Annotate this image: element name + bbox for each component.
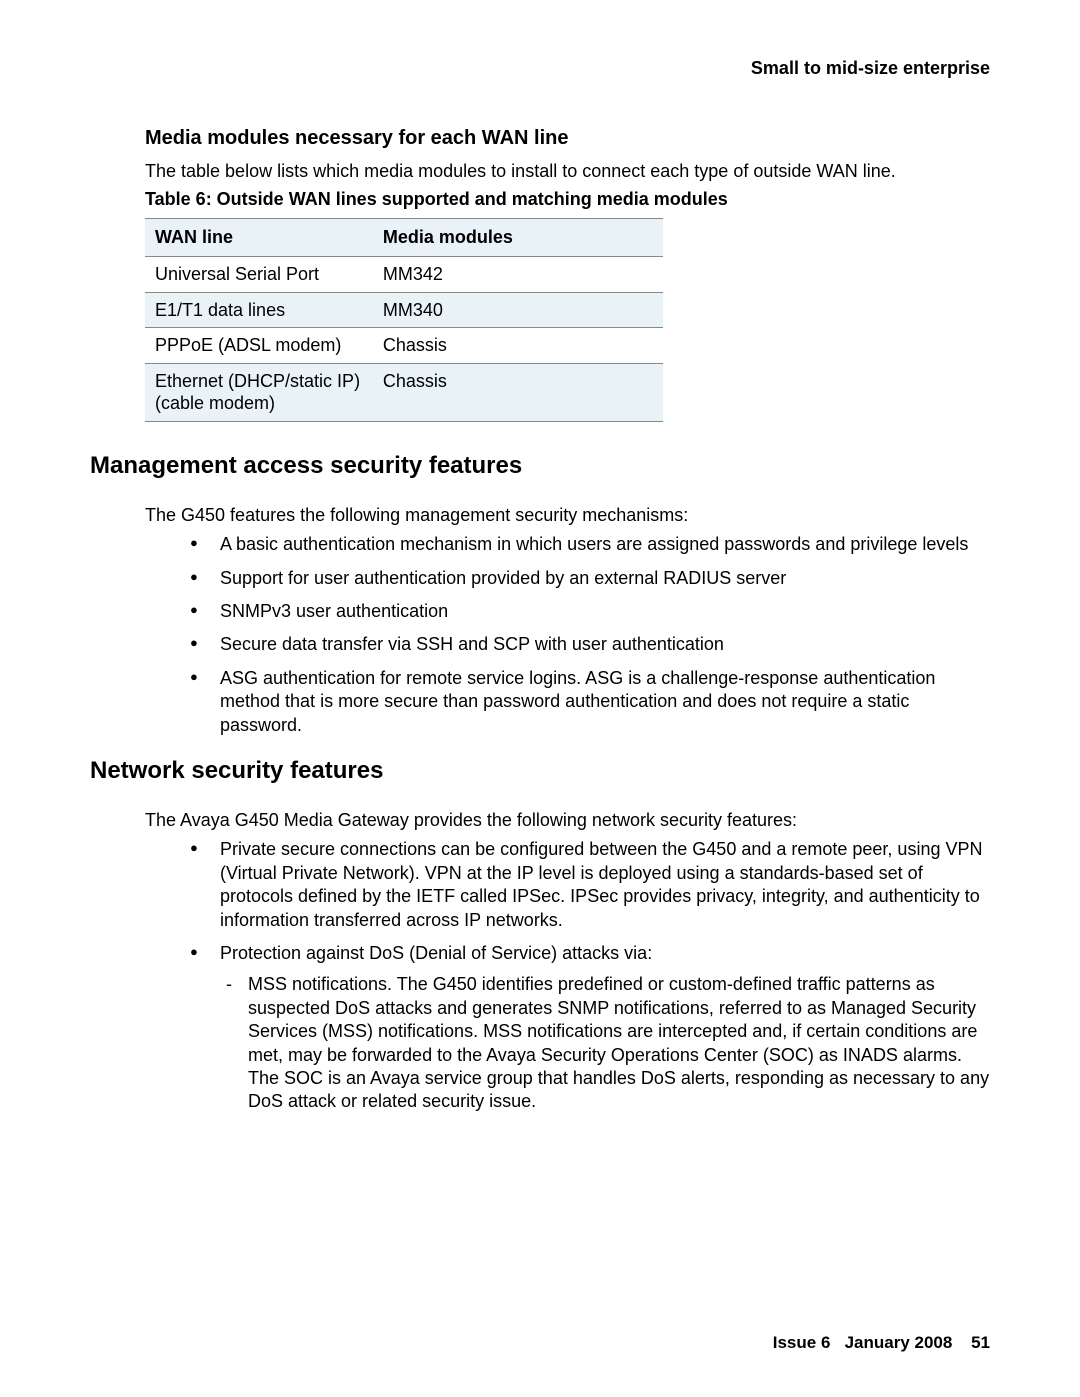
- table-cell: Universal Serial Port: [145, 257, 373, 293]
- table-row: E1/T1 data linesMM340: [145, 292, 663, 328]
- list-item: Protection against DoS (Denial of Servic…: [190, 942, 990, 1114]
- list-item: Secure data transfer via SSH and SCP wit…: [190, 633, 990, 656]
- table-cell: MM342: [373, 257, 663, 293]
- media-modules-intro: The table below lists which media module…: [145, 160, 990, 183]
- table-cell: Chassis: [373, 363, 663, 421]
- page-footer: Issue 6 January 2008 51: [773, 1333, 990, 1353]
- mgmt-security-heading: Management access security features: [90, 452, 990, 480]
- list-item: ASG authentication for remote service lo…: [190, 667, 990, 737]
- list-item: A basic authentication mechanism in whic…: [190, 533, 990, 556]
- running-header: Small to mid-size enterprise: [90, 58, 990, 79]
- table-header-cell: Media modules: [373, 219, 663, 257]
- wan-media-table: WAN lineMedia modules Universal Serial P…: [145, 218, 663, 422]
- list-item-text: Private secure connections can be config…: [220, 839, 982, 929]
- list-item: SNMPv3 user authentication: [190, 600, 990, 623]
- table-row: PPPoE (ADSL modem)Chassis: [145, 328, 663, 364]
- table-cell: Ethernet (DHCP/static IP) (cable modem): [145, 363, 373, 421]
- network-security-intro: The Avaya G450 Media Gateway provides th…: [145, 809, 990, 832]
- list-item-text: Protection against DoS (Denial of Servic…: [220, 943, 652, 963]
- page: Small to mid-size enterprise Media modul…: [0, 0, 1080, 1174]
- network-security-heading: Network security features: [90, 757, 990, 785]
- list-item: Private secure connections can be config…: [190, 838, 990, 932]
- table-cell: E1/T1 data lines: [145, 292, 373, 328]
- mgmt-security-list: A basic authentication mechanism in whic…: [190, 533, 990, 737]
- list-item: Support for user authentication provided…: [190, 567, 990, 590]
- footer-issue: Issue 6: [773, 1333, 831, 1352]
- table-caption: Table 6: Outside WAN lines supported and…: [145, 189, 990, 210]
- table-header-cell: WAN line: [145, 219, 373, 257]
- sub-list-item: MSS notifications. The G450 identifies p…: [220, 973, 990, 1113]
- media-modules-heading: Media modules necessary for each WAN lin…: [145, 127, 990, 150]
- table-cell: Chassis: [373, 328, 663, 364]
- table-row: Universal Serial PortMM342: [145, 257, 663, 293]
- mgmt-security-intro: The G450 features the following manageme…: [145, 504, 990, 527]
- sub-list: MSS notifications. The G450 identifies p…: [220, 973, 990, 1113]
- table-cell: PPPoE (ADSL modem): [145, 328, 373, 364]
- network-security-list: Private secure connections can be config…: [190, 838, 990, 1113]
- footer-date: [835, 1333, 844, 1352]
- table-row: Ethernet (DHCP/static IP) (cable modem)C…: [145, 363, 663, 421]
- footer-date-text: January 2008: [845, 1333, 953, 1352]
- table-cell: MM340: [373, 292, 663, 328]
- footer-page-number: 51: [971, 1333, 990, 1352]
